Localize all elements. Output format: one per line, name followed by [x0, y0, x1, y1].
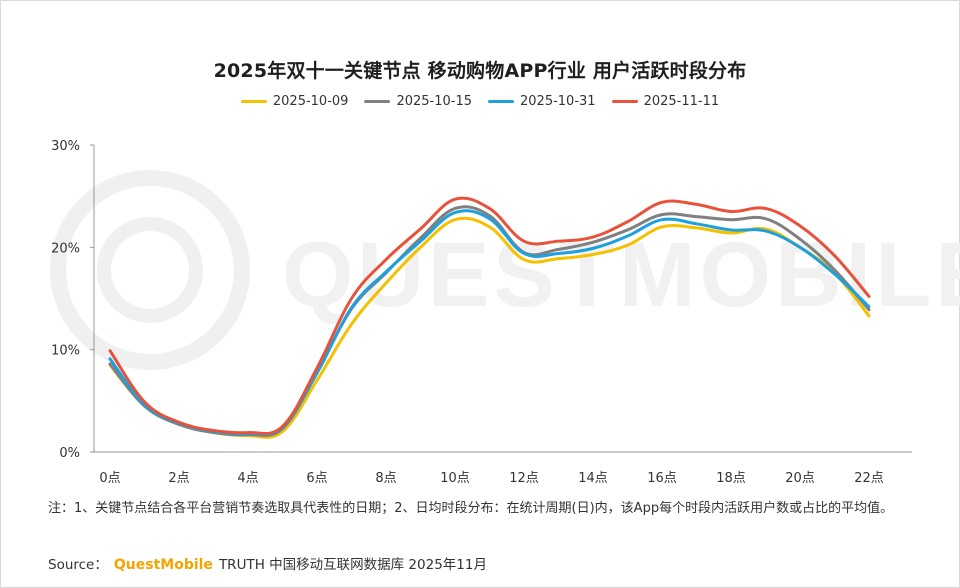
source-text: TRUTH 中国移动互联网数据库 2025年11月: [218, 557, 487, 573]
watermark-logo-outer: [50, 170, 250, 370]
legend-swatch-2: [364, 99, 391, 103]
y-tick-label: 10%: [51, 344, 80, 359]
x-tick-label: 12点: [509, 471, 539, 486]
legend-swatch-3: [488, 99, 514, 103]
y-tick-label: 0%: [59, 446, 80, 461]
x-tick-label: 14点: [578, 471, 608, 486]
legend-label-1: 2025-10-09: [272, 93, 349, 109]
x-tick-label: 6点: [306, 471, 327, 486]
legend-item-3[interactable]: 2025-10-31: [488, 90, 596, 112]
y-tick-label: 20%: [51, 241, 80, 256]
legend-swatch-1: [240, 99, 267, 103]
legend-label-3: 2025-10-31: [520, 93, 596, 109]
series-layer: [108, 196, 871, 439]
legend-label-4: 2025-11-11: [643, 93, 720, 109]
x-tick-label: 18点: [716, 471, 746, 486]
legend-item-4[interactable]: 2025-11-11: [611, 90, 720, 112]
source-brand: QuestMobile: [113, 557, 213, 573]
legend-swatch-4: [611, 99, 638, 103]
x-tick-label: 8点: [375, 471, 396, 486]
watermark: QUESTMOBILE: [50, 170, 960, 370]
legend-item-2[interactable]: 2025-10-15: [364, 90, 472, 112]
x-tick-label: 22点: [854, 471, 884, 486]
x-tick-label: 16点: [647, 471, 677, 486]
x-tick-label: 4点: [237, 471, 258, 486]
y-tick-label: 30%: [51, 139, 80, 154]
legend: 2025-10-09 2025-10-15 2025-10-31 2025-11…: [0, 90, 960, 112]
x-tick-label: 20点: [785, 471, 815, 486]
footnote: 注：1、关键节点结合各平台营销节奏选取具代表性的日期；2、日均时段分布：在统计周…: [48, 501, 894, 516]
axes: 0% 10% 20% 30% 0点 2点 4点 6点 8点 10点 12点 14点 16点 18点 20点 2…: [51, 139, 912, 486]
legend-label-2: 2025-10-15: [396, 93, 472, 109]
legend-item-1[interactable]: 2025-10-09: [240, 90, 349, 112]
x-tick-label: 2点: [168, 471, 189, 486]
watermark-logo-inner: [97, 217, 203, 323]
x-tick-label: 10点: [440, 471, 470, 486]
source-label: Source：: [48, 557, 108, 573]
chart-title: 2025年双十一关键节点 移动购物APP行业 用户活跃时段分布: [213, 60, 747, 82]
source-line: Source： QuestMobile TRUTH 中国移动互联网数据库 202…: [48, 553, 487, 573]
x-tick-label: 0点: [99, 471, 120, 486]
series-line-4: [108, 196, 871, 436]
